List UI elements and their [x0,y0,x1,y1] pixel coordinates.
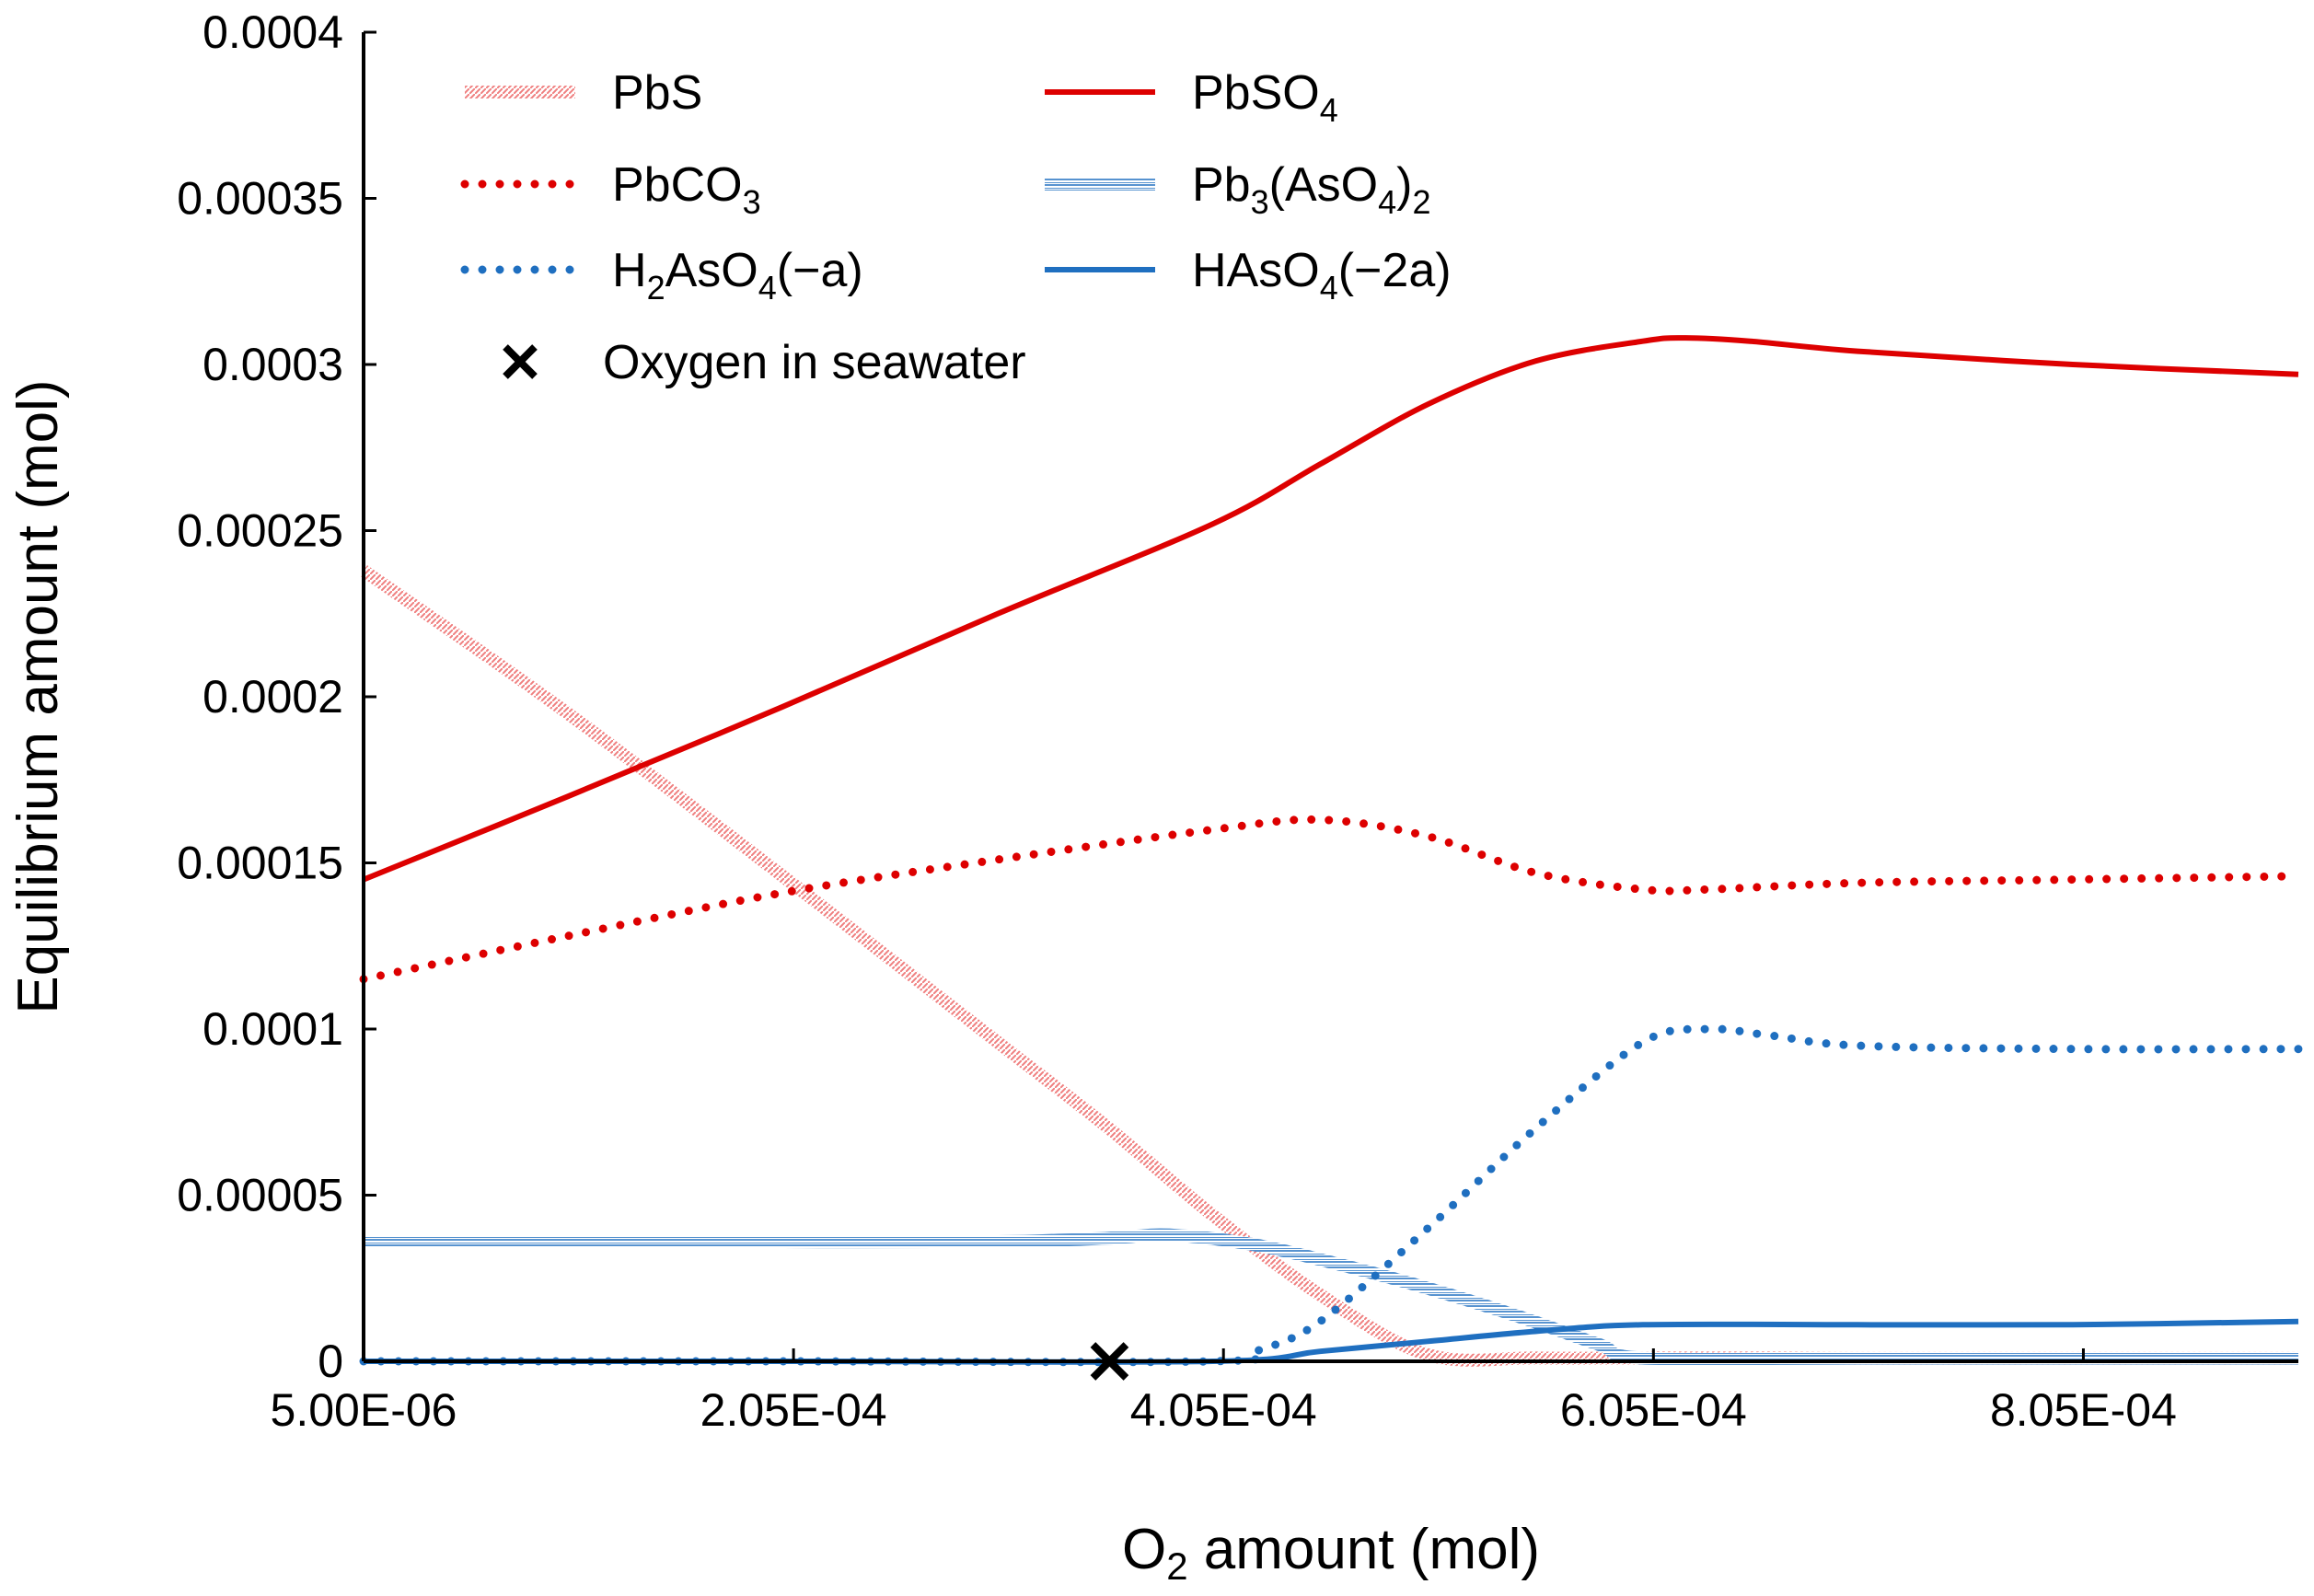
legend-item-haso4-2a: HAsO4(−2a) [1045,244,1452,306]
x-axis-ticks: 5.00E-06 2.05E-04 4.05E-04 6.05E-04 8.05E-04 [271,1348,2177,1436]
legend: PbS PbSO4 PbCO3 Pb3(AsO4)2 H2AsO4(−a) HAsO4(−… [460,66,1452,389]
legend-item-pb3-aso4-2: Pb3(AsO4)2 [1045,158,1430,221]
legend-swatch-oxygen-in-seawater [503,344,538,379]
legend-label-pb3-aso4-2: Pb3(AsO4)2 [1192,158,1430,221]
series-line-pbso4 [362,335,2299,883]
y-tick-label: 0.00005 [177,1170,343,1221]
x-tick-label: 8.05E-04 [1990,1384,2177,1436]
y-tick-label: 0.00015 [177,838,343,889]
x-axis-title-subscript: 2 [1166,1544,1187,1588]
y-tick-label: 0.00025 [177,505,343,557]
legend-label-pbco3: PbCO3 [612,158,761,221]
legend-label-oxygen-in-seawater: Oxygen in seawater [603,336,1026,389]
legend-label-haso4-2a: HAsO4(−2a) [1192,244,1452,306]
x-tick-label: 2.05E-04 [700,1384,887,1436]
series-line-pbco3 [359,815,2303,984]
legend-label-pbso4: PbSO4 [1192,66,1338,129]
legend-item-pbso4: PbSO4 [1045,66,1338,129]
series-line-h2aso4-a [359,1024,2303,1367]
x-axis-title-main: O [1122,1518,1166,1581]
x-tick-label: 5.00E-06 [271,1384,457,1436]
legend-item-pbs: PbS [465,66,702,120]
y-tick-label: 0.00035 [177,173,343,225]
x-axis-title-rest: amount (mol) [1188,1518,1540,1581]
y-tick-label: 0 [318,1336,343,1387]
y-axis-title: Equilibrium amount (mol) [6,379,70,1013]
series-line-pb3-aso4-2 [364,1228,2298,1366]
y-tick-label: 0.0001 [202,1003,343,1055]
x-tick-label: 4.05E-04 [1130,1384,1317,1436]
y-tick-label: 0.0002 [202,671,343,723]
legend-item-pbco3: PbCO3 [460,158,761,221]
series-layer [359,335,2303,1367]
y-tick-label: 0.0004 [202,6,343,58]
legend-item-h2aso4-a: H2AsO4(−a) [460,244,863,306]
legend-label-pbs: PbS [612,66,702,120]
y-tick-label: 0.0003 [202,339,343,390]
x-axis-title: O2 amount (mol) [1122,1518,1540,1588]
x-tick-label: 6.05E-04 [1560,1384,1747,1436]
legend-item-oxygen-in-seawater: Oxygen in seawater [503,336,1026,389]
legend-label-h2aso4-a: H2AsO4(−a) [612,244,863,306]
y-axis-ticks: 0 0.00005 0.0001 0.00015 0.0002 0.00025 0.0003… [177,6,376,1387]
